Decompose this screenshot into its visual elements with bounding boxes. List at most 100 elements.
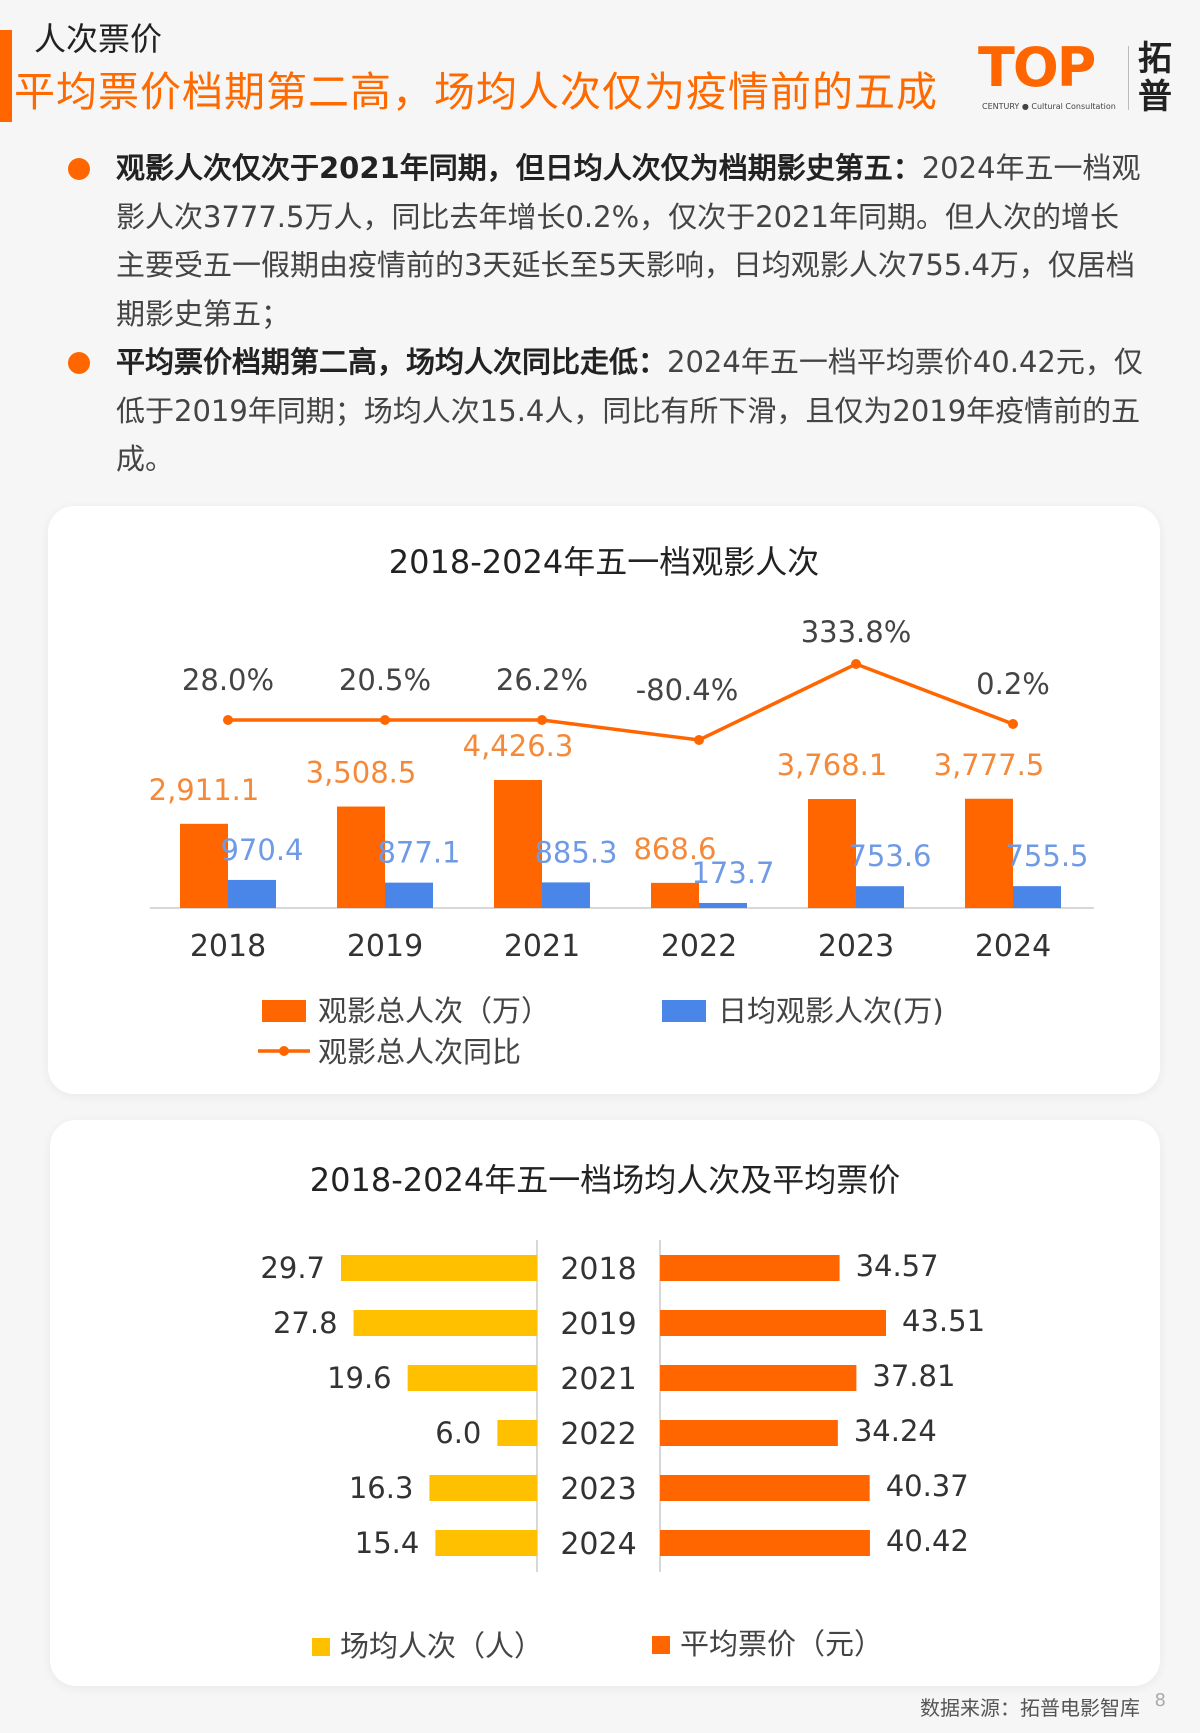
price-chart: 2018-2024年五一档场均人次及平均票价 29.7 34.57 2018 27.8 4… [260,1161,985,1663]
y-tick-label: 2024 [560,1527,636,1562]
label-yoy: -80.4% [636,673,739,707]
legend-label-total: 观影总人次（万） [318,994,550,1028]
accent-bar [0,30,12,122]
section-label: 人次票价 [34,20,163,58]
y-tick-label: 2022 [560,1417,636,1452]
bar-daily-attendance [228,879,276,908]
bar-avg-per-screening [407,1365,537,1391]
x-tick-label: 2023 [818,929,894,964]
price-chart-card: 2018-2024年五一档场均人次及平均票价 29.7 34.57 2018 27.8 4… [50,1120,1160,1686]
data-source: 数据来源：拓普电影智库 [920,1696,1140,1720]
label-avg-per-screening: 6.0 [435,1416,481,1450]
label-total-attendance: 3,768.1 [777,748,888,782]
bar-avg-per-screening [353,1310,537,1336]
legend-swatch-total [262,1000,306,1022]
label-avg-per-screening: 29.7 [260,1251,325,1285]
bar-total-attendance [337,806,385,908]
bar-total-attendance [651,882,699,908]
y-tick-label: 2023 [560,1472,636,1507]
label-avg-price: 40.42 [886,1524,969,1558]
bar-daily-attendance [1013,886,1061,908]
y-tick-label: 2021 [560,1362,636,1397]
legend-label-avg-price: 平均票价（元） [680,1627,883,1661]
label-avg-price: 43.51 [902,1304,985,1338]
legend-swatch-avg-price [652,1636,670,1654]
page-number: 8 [1154,1690,1166,1711]
bar-total-attendance [494,780,542,908]
logo-chinese: 拓普 [1138,39,1172,117]
bullet-title: 平均票价档期第二高，场均人次同比走低： [116,345,668,379]
bullet-item: 观影人次仅次于2021年同期，但日均人次仅为档期影史第五：2024年五一档观影人… [66,144,1146,338]
legend-point-yoy [279,1046,289,1056]
x-tick-label: 2018 [190,929,266,964]
label-avg-price: 37.81 [872,1359,955,1393]
bar-total-attendance [180,823,228,908]
label-daily-attendance: 753.6 [848,839,931,873]
label-avg-per-screening: 15.4 [355,1526,420,1560]
point-yoy [694,735,704,745]
legend-label-daily: 日均观影人次(万) [718,994,944,1028]
label-total-attendance: 868.6 [633,832,716,866]
point-yoy [537,715,547,725]
point-yoy [851,659,861,669]
attendance-chart-card: 2018-2024年五一档观影人次 2,911.1 970.4 2018 3,508.5… [48,506,1160,1094]
label-total-attendance: 2,911.1 [149,773,260,807]
label-daily-attendance: 970.4 [220,833,303,867]
label-yoy: 26.2% [496,663,588,697]
bar-avg-price [660,1475,870,1501]
bar-avg-price [660,1420,838,1446]
logo-divider [1128,46,1129,110]
chart-title: 2018-2024年五一档观影人次 [389,543,819,581]
brand-logo: TOP CENTURY ● Cultural Consultation 拓普 [978,40,1190,120]
bullet-list: 观影人次仅次于2021年同期，但日均人次仅为档期影史第五：2024年五一档观影人… [66,144,1146,484]
bullet-body: 2024年五一档平均票价40.42元，仅低于2019年同期；场均人次15.4人，… [116,345,1143,476]
legend-label-avg-per-screening: 场均人次（人） [340,1629,543,1663]
attendance-chart: 2018-2024年五一档观影人次 2,911.1 970.4 2018 3,508.5… [149,543,1094,1069]
label-daily-attendance: 885.3 [534,835,617,869]
legend-swatch-daily [662,1000,706,1022]
logo-wordmark: TOP [978,36,1096,99]
label-avg-price: 40.37 [886,1469,969,1503]
x-tick-label: 2022 [661,929,737,964]
label-yoy: 20.5% [339,663,431,697]
label-total-attendance: 3,777.5 [934,748,1045,782]
page-headline: 平均票价档期第二高，场均人次仅为疫情前的五成 [14,68,938,116]
bar-daily-attendance [385,882,433,908]
bar-avg-per-screening [429,1475,537,1501]
bar-avg-price [660,1310,886,1336]
x-tick-label: 2024 [975,929,1051,964]
legend-label-yoy: 观影总人次同比 [318,1035,521,1069]
bar-daily-attendance [856,886,904,908]
bar-avg-price [660,1530,870,1556]
label-avg-price: 34.24 [854,1414,937,1448]
bar-avg-per-screening [435,1530,537,1556]
x-tick-label: 2021 [504,929,580,964]
bar-avg-per-screening [497,1420,537,1446]
label-yoy: 0.2% [976,667,1050,701]
x-tick-label: 2019 [347,929,423,964]
bar-total-attendance [965,798,1013,908]
label-avg-price: 34.57 [856,1249,939,1283]
point-yoy [1008,719,1018,729]
chart-title: 2018-2024年五一档场均人次及平均票价 [310,1161,900,1199]
label-yoy: 28.0% [182,663,274,697]
bar-daily-attendance [699,902,747,908]
bullet-body: 2024年五一档观影人次3777.5万人，同比去年增长0.2%，仅次于2021年… [116,151,1141,331]
bar-avg-price [660,1365,857,1391]
logo-subtitle: CENTURY ● Cultural Consultation [982,102,1116,111]
bullet-title: 观影人次仅次于2021年同期，但日均人次仅为档期影史第五： [116,151,922,185]
bullet-dot-icon [68,352,90,374]
point-yoy [380,715,390,725]
label-daily-attendance: 877.1 [377,836,460,870]
point-yoy [223,715,233,725]
bar-avg-price [660,1255,840,1281]
legend-swatch-avg-per-screening [312,1638,330,1656]
label-total-attendance: 3,508.5 [306,756,417,790]
y-tick-label: 2019 [560,1307,636,1342]
bullet-dot-icon [68,158,90,180]
label-avg-per-screening: 19.6 [327,1361,392,1395]
label-avg-per-screening: 16.3 [349,1471,414,1505]
label-total-attendance: 4,426.3 [463,729,574,763]
bullet-item: 平均票价档期第二高，场均人次同比走低：2024年五一档平均票价40.42元，仅低… [66,338,1146,484]
bar-daily-attendance [542,882,590,908]
